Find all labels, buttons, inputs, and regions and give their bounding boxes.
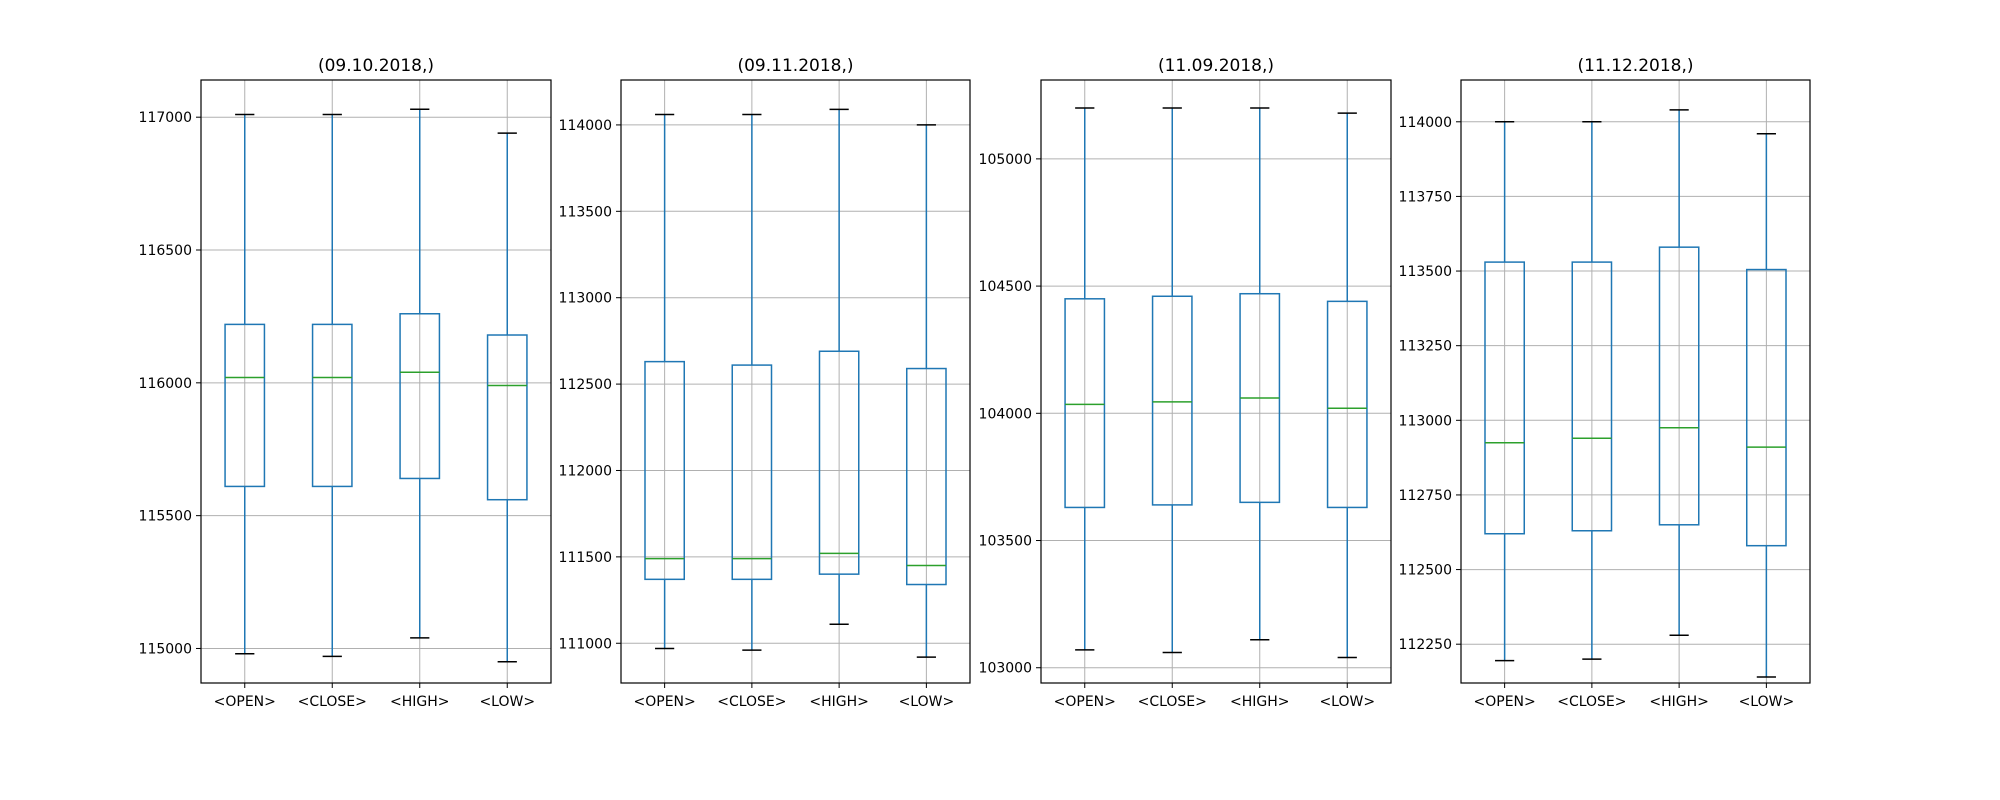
x-tick-label: <HIGH> <box>390 694 450 710</box>
box-high <box>1658 109 1700 636</box>
y-tick-label: 111000 <box>559 636 612 652</box>
box-high <box>399 108 441 639</box>
x-tick-label: <HIGH> <box>1230 694 1290 710</box>
x-tick-label: <OPEN> <box>214 694 276 710</box>
box-body <box>399 313 441 480</box>
x-tick-label: <CLOSE> <box>298 694 367 710</box>
box-body <box>486 334 528 501</box>
y-tick-label: 112500 <box>1399 563 1452 579</box>
subplot-2: 111000 111500 112000 112500 113000 113500 1140… <box>559 56 971 710</box>
box-high <box>818 108 860 626</box>
box-body <box>1571 261 1613 532</box>
subplot-title: (09.11.2018,) <box>737 56 853 76</box>
x-tick-label: <OPEN> <box>1474 694 1536 710</box>
y-tick-label: 117000 <box>139 110 192 126</box>
x-tick-label: <CLOSE> <box>1557 694 1626 710</box>
box-close <box>311 113 353 658</box>
axes-frame <box>1460 79 1811 684</box>
x-tick-label: <LOW> <box>479 694 535 710</box>
box-low <box>486 132 528 663</box>
y-tick-label: 105000 <box>979 152 1032 168</box>
y-tick-label: 112750 <box>1399 488 1452 504</box>
x-tick-label: <LOW> <box>1739 694 1795 710</box>
y-tick-label: 104500 <box>979 279 1032 295</box>
y-tick-label: 114000 <box>559 118 612 134</box>
box-body <box>224 323 266 488</box>
box-body <box>1658 246 1700 526</box>
axes-frame <box>1040 79 1392 684</box>
subplot-1: 115000 115500 116000 116500 117000 <OPEN> <CLO… <box>139 56 552 710</box>
y-tick-label: 113000 <box>1399 413 1452 429</box>
y-tick-label: 114000 <box>1399 115 1452 131</box>
y-tick-label: 112000 <box>559 463 612 479</box>
y-tick-label: 111500 <box>559 550 612 566</box>
subplot-title: (11.12.2018,) <box>1577 56 1693 76</box>
x-tick-label: <OPEN> <box>1054 694 1116 710</box>
y-tick-label: 113750 <box>1399 189 1452 205</box>
y-tick-label: 103500 <box>979 534 1032 550</box>
y-tick-label: 116000 <box>139 376 192 392</box>
box-body <box>1326 300 1368 509</box>
box-high <box>1239 107 1281 641</box>
box-close <box>1151 107 1193 654</box>
box-open <box>224 113 266 655</box>
y-tick-label: 104000 <box>979 406 1032 422</box>
x-tick-label: <OPEN> <box>634 694 696 710</box>
box-low <box>1326 112 1368 659</box>
y-tick-label: 115000 <box>139 641 192 657</box>
x-tick-label: <LOW> <box>899 694 955 710</box>
x-tick-label: <CLOSE> <box>1138 694 1207 710</box>
box-body <box>1484 261 1526 535</box>
subplot-3: 103000 103500 104000 104500 105000 <OPEN> <CLO… <box>979 56 1392 710</box>
y-tick-label: 113500 <box>559 204 612 220</box>
subplot-title: (09.10.2018,) <box>318 56 434 76</box>
box-body <box>311 323 353 488</box>
x-tick-label: <HIGH> <box>1649 694 1709 710</box>
y-tick-label: 103000 <box>979 661 1032 677</box>
y-tick-label: 115500 <box>139 509 192 525</box>
subplot-title: (11.09.2018,) <box>1158 56 1274 76</box>
box-open <box>644 113 686 650</box>
box-low <box>1745 132 1787 678</box>
y-tick-label: 113500 <box>1399 264 1452 280</box>
box-body <box>905 367 947 586</box>
box-body <box>1064 298 1106 509</box>
x-tick-label: <CLOSE> <box>717 694 786 710</box>
box-open <box>1064 107 1106 651</box>
y-tick-label: 112500 <box>559 377 612 393</box>
box-body <box>1151 295 1193 506</box>
box-close <box>1571 121 1613 660</box>
box-open <box>1484 121 1526 662</box>
box-body <box>818 350 860 575</box>
subplot-4: 112250 112500 112750 113000 113250 113500 1137… <box>1399 56 1811 710</box>
axes-frame <box>620 79 971 684</box>
x-tick-label: <HIGH> <box>809 694 869 710</box>
box-body <box>644 360 686 581</box>
y-tick-label: 112250 <box>1399 637 1452 653</box>
y-tick-label: 113000 <box>559 291 612 307</box>
box-close <box>731 113 773 651</box>
axes-frame <box>200 79 552 684</box>
y-tick-label: 113250 <box>1399 339 1452 355</box>
box-body <box>1745 268 1787 547</box>
box-body <box>731 364 773 581</box>
x-tick-label: <LOW> <box>1319 694 1375 710</box>
box-low <box>905 124 947 658</box>
y-tick-label: 116500 <box>139 243 192 259</box>
